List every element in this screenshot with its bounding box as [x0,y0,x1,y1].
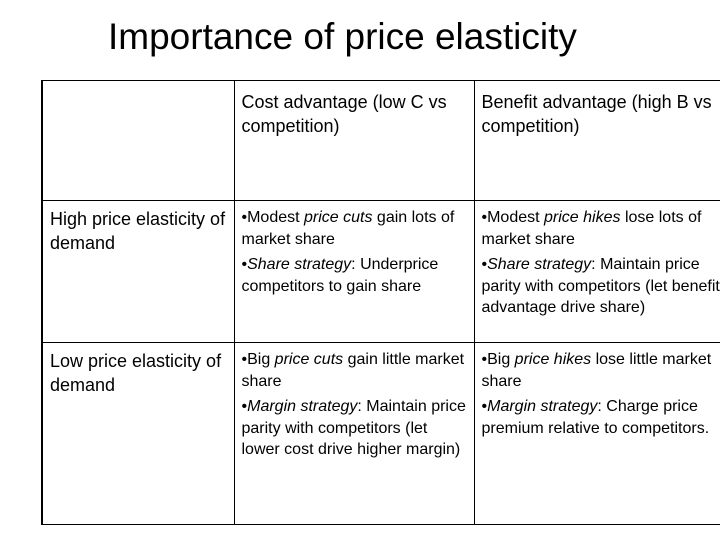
elasticity-table: Cost advantage (low C vs competition) Ben… [41,80,720,525]
slide-title: Importance of price elasticity [108,16,577,57]
row-label: High price elasticity of demand [41,200,235,343]
table-cell: •Modest price hikes lose lots of market … [473,200,720,343]
text-run: Share strategy [247,256,352,273]
text-run: •Big [241,351,275,368]
text-run: •Big [481,351,515,368]
text-run: • [241,398,248,415]
text-run: Margin strategy [487,398,598,415]
text-run: • [241,256,248,273]
text-run: price cuts [304,209,373,226]
bullet-item: •Big price cuts gain little market share [242,349,468,392]
table-cell: •Big price cuts gain little market share… [233,342,475,525]
table-cell: •Big price hikes lose little market shar… [473,342,720,525]
corner-cell [41,80,235,201]
bullet-item: •Margin strategy: Maintain price parity … [242,396,468,461]
bullet-item: •Modest price hikes lose lots of market … [482,207,720,250]
text-run: price hikes [544,209,621,226]
text-run: •Modest [241,209,305,226]
text-run: lose lots of market share [481,209,702,248]
row-label: Low price elasticity of demand [41,342,235,525]
table-cell: •Modest price cuts gain lots of market s… [233,200,475,343]
bullet-item: •Big price hikes lose little market shar… [482,349,720,392]
text-run: • [481,398,488,415]
bullet-item: •Margin strategy: Charge price premium r… [482,396,720,439]
header-row: Cost advantage (low C vs competition) Ben… [41,80,720,201]
bullet-item: •Share strategy: Underprice competitors … [242,254,468,297]
text-run: gain little market share [241,351,465,390]
text-run: lose little market share [481,351,712,390]
text-run: Share strategy [487,256,592,273]
text-run: : Charge price premium relative to compe… [481,398,710,437]
column-header: Benefit advantage (high B vs competition… [473,80,720,201]
text-run: price cuts [274,351,344,368]
bullet-item: •Modest price cuts gain lots of market s… [242,207,468,250]
text-run: Margin strategy [247,398,358,415]
text-run: : Maintain price parity with competitors… [241,398,466,458]
text-run: : Underprice competitors to gain share [241,256,439,295]
text-run: : Maintain price parity with competitors… [481,256,720,316]
table-body: Cost advantage (low C vs competition) Ben… [41,80,720,525]
table-row: High price elasticity of demand •Modest p… [41,200,720,343]
text-run: • [481,256,488,273]
text-run: gain lots of market share [241,209,455,248]
text-run: price hikes [514,351,592,368]
text-run: •Modest [481,209,545,226]
column-header: Cost advantage (low C vs competition) [233,80,475,201]
bullet-item: •Share strategy: Maintain price parity w… [482,254,720,319]
table-row: Low price elasticity of demand •Big price… [41,342,720,525]
